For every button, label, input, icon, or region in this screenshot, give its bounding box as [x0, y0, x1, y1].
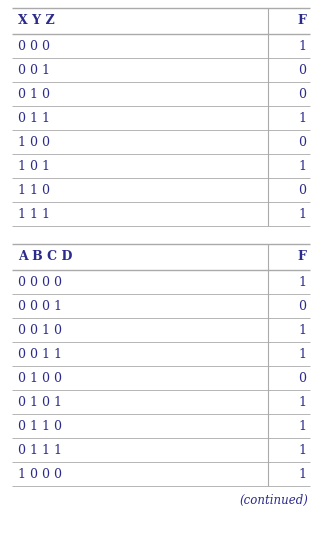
Text: 0: 0 — [298, 183, 306, 196]
Text: 1: 1 — [298, 208, 306, 221]
Text: 0 1 1: 0 1 1 — [18, 111, 50, 124]
Text: 0 1 0 1: 0 1 0 1 — [18, 395, 62, 408]
Text: 0 1 1 1: 0 1 1 1 — [18, 443, 62, 457]
Text: 0: 0 — [298, 63, 306, 76]
Text: 0 1 0 0: 0 1 0 0 — [18, 372, 62, 385]
Text: 1: 1 — [298, 395, 306, 408]
Text: F: F — [297, 251, 306, 264]
Text: 1: 1 — [298, 468, 306, 480]
Text: 0: 0 — [298, 136, 306, 148]
Text: 1 0 1: 1 0 1 — [18, 159, 50, 173]
Text: 1: 1 — [298, 420, 306, 433]
Text: 1: 1 — [298, 348, 306, 360]
Text: 0 1 0: 0 1 0 — [18, 88, 50, 101]
Text: 0 0 0 0: 0 0 0 0 — [18, 275, 62, 288]
Text: 0 0 0: 0 0 0 — [18, 39, 50, 53]
Text: 1 1 0: 1 1 0 — [18, 183, 50, 196]
Text: 1: 1 — [298, 443, 306, 457]
Text: 0: 0 — [298, 88, 306, 101]
Text: 0: 0 — [298, 372, 306, 385]
Text: 0 0 1 1: 0 0 1 1 — [18, 348, 62, 360]
Text: A B C D: A B C D — [18, 251, 72, 264]
Text: F: F — [297, 15, 306, 27]
Text: 1 1 1: 1 1 1 — [18, 208, 50, 221]
Text: 1 0 0: 1 0 0 — [18, 136, 50, 148]
Text: 1: 1 — [298, 159, 306, 173]
Text: 1: 1 — [298, 39, 306, 53]
Text: 0 0 0 1: 0 0 0 1 — [18, 300, 62, 313]
Text: 0 0 1 0: 0 0 1 0 — [18, 323, 62, 336]
Text: 0: 0 — [298, 300, 306, 313]
Text: 0 1 1 0: 0 1 1 0 — [18, 420, 62, 433]
Text: 0 0 1: 0 0 1 — [18, 63, 50, 76]
Text: 1 0 0 0: 1 0 0 0 — [18, 468, 62, 480]
Text: 1: 1 — [298, 275, 306, 288]
Text: 1: 1 — [298, 111, 306, 124]
Text: (continued): (continued) — [239, 493, 308, 506]
Text: 1: 1 — [298, 323, 306, 336]
Text: X Y Z: X Y Z — [18, 15, 55, 27]
